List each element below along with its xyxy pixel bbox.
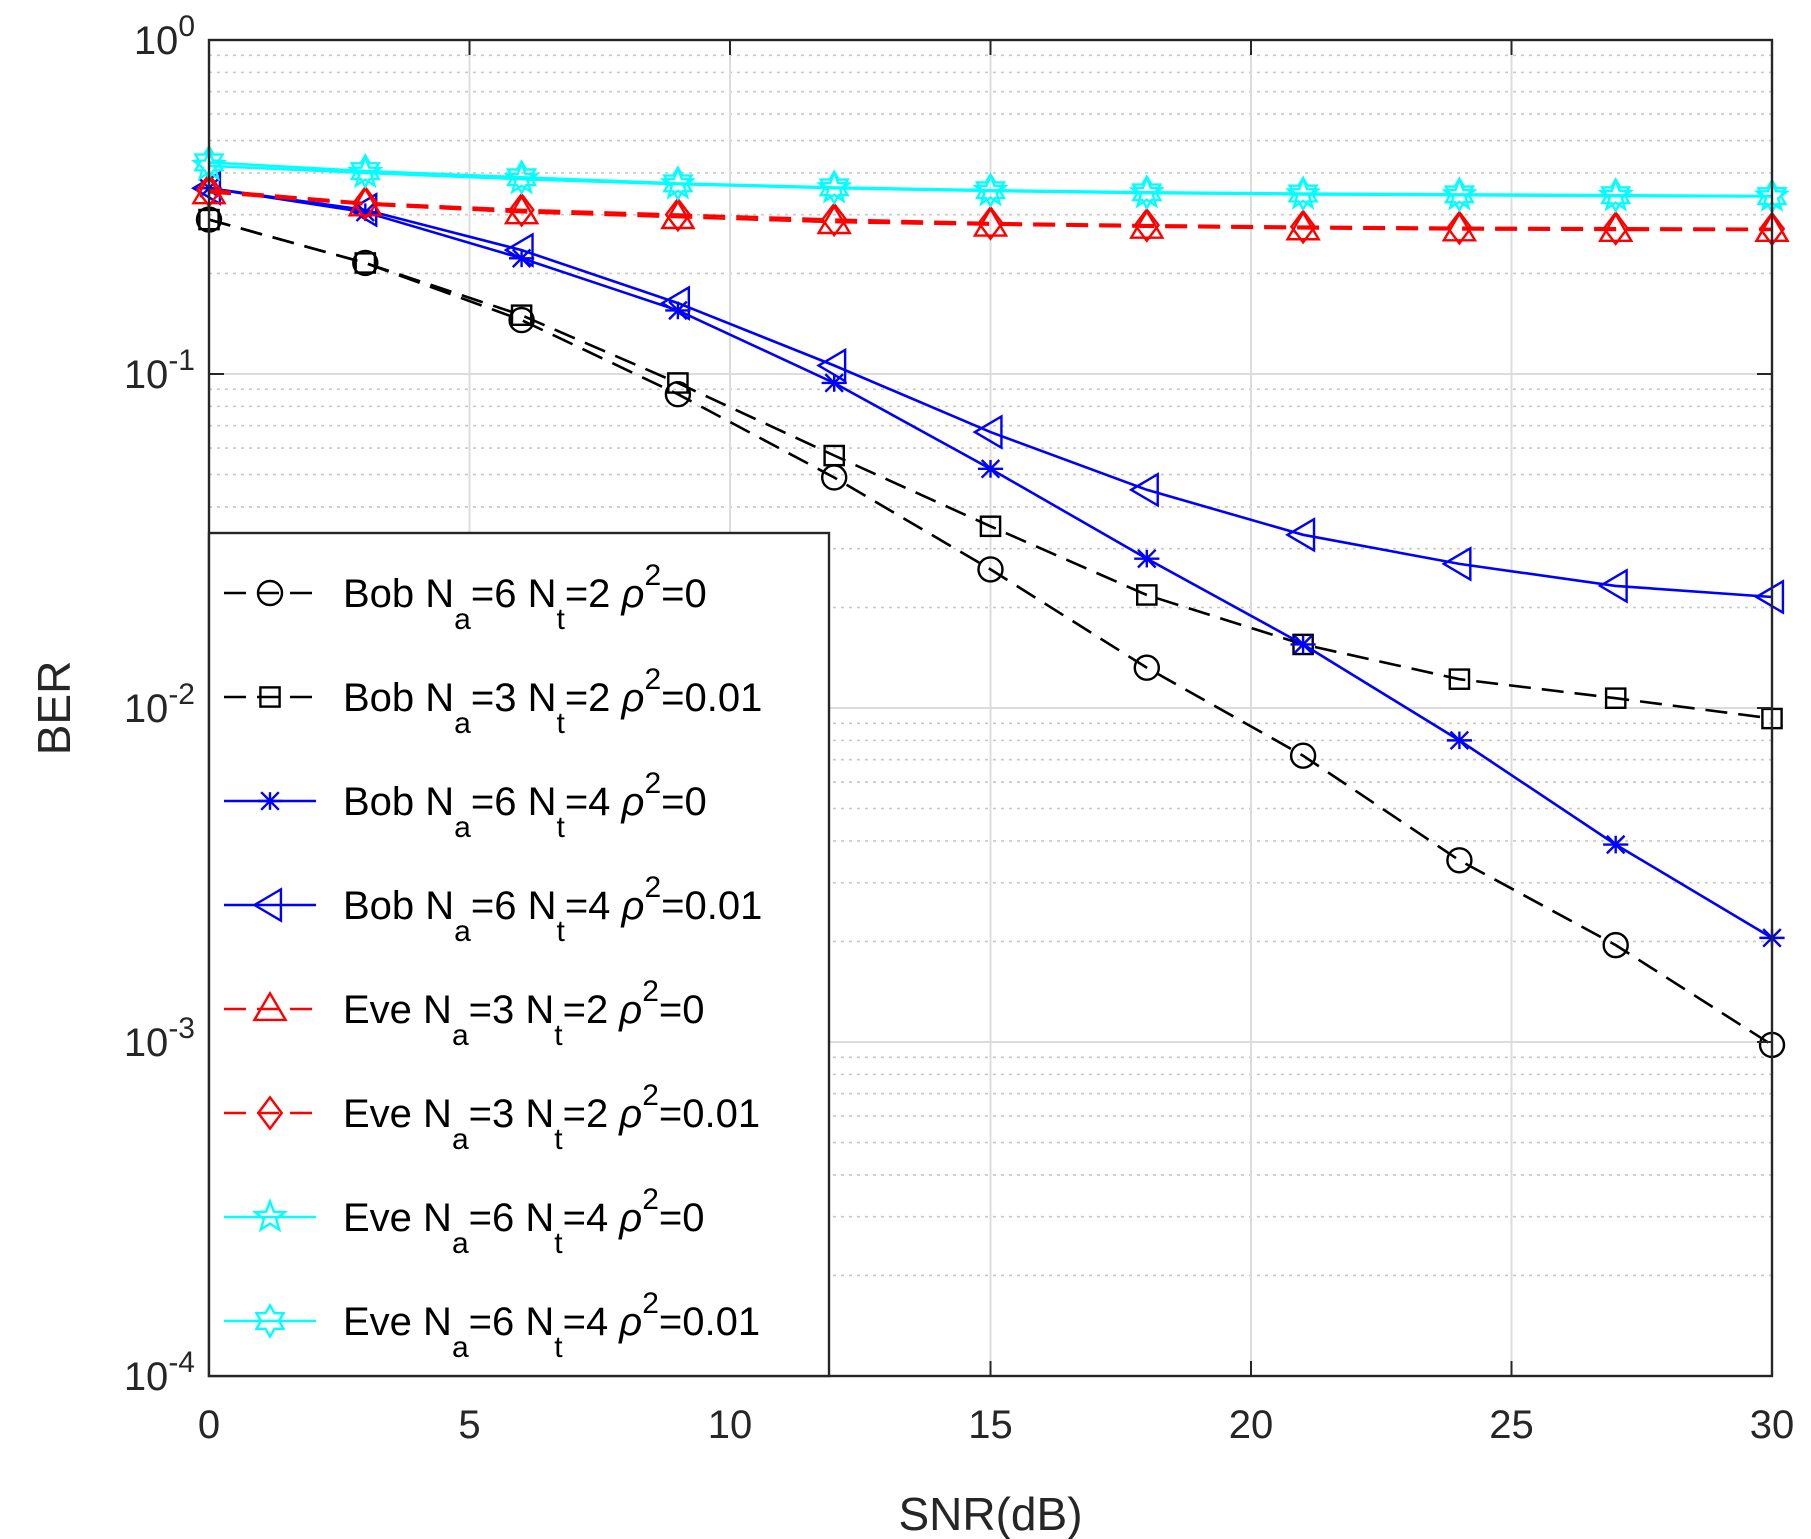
- legend-label: Eve Na=6 Nt=4 ρ2=0: [343, 1183, 705, 1260]
- data-point-marker: [1600, 177, 1632, 214]
- data-point-marker: [252, 887, 283, 923]
- series-2: [198, 208, 1783, 730]
- data-point-marker: [506, 159, 538, 196]
- data-point-marker: [972, 414, 1003, 450]
- data-point-marker: [510, 304, 533, 326]
- data-point-marker: [259, 686, 281, 708]
- legend-label: Bob Na=6 Nt=4 ρ2=0: [343, 767, 707, 844]
- data-point-marker: [257, 791, 283, 811]
- legend-label: Eve Na=3 Nt=2 ρ2=0.01: [343, 1079, 760, 1156]
- series-line: [208, 161, 1773, 198]
- data-point-marker: [1441, 546, 1472, 582]
- data-point-marker: [1289, 742, 1317, 769]
- data-point-marker: [354, 252, 377, 274]
- data-point-marker: [352, 185, 379, 221]
- data-point-marker: [664, 197, 692, 233]
- legend-box: [207, 531, 831, 1378]
- data-point-marker: [1135, 584, 1158, 606]
- series-line: [208, 188, 1773, 231]
- data-point-marker: [823, 444, 845, 467]
- legend-entry: Eve Na=6 Nt=4 ρ2=0.01: [224, 1287, 760, 1364]
- data-point-marker: [256, 579, 284, 607]
- legend-label: Eve Na=3 Nt=2 ρ2=0: [343, 975, 705, 1052]
- x-tick-label: 15: [968, 1403, 1013, 1447]
- y-axis-label: BER: [28, 661, 80, 756]
- data-point-marker: [1446, 847, 1473, 874]
- data-point-marker: [349, 153, 381, 190]
- data-point-marker: [1128, 472, 1159, 508]
- legend-entry: Eve Na=3 Nt=2 ρ2=0.01: [224, 1079, 760, 1156]
- data-point-marker: [508, 192, 535, 228]
- y-tick-label: 10-2: [124, 678, 195, 731]
- legend-entry: Eve Na=3 Nt=2 ρ2=0: [224, 975, 705, 1052]
- series-line: [208, 218, 1773, 1046]
- legend-entry: Eve Na=6 Nt=4 ρ2=0: [224, 1183, 705, 1260]
- data-point-marker: [1134, 548, 1160, 569]
- series-8: [193, 144, 1788, 215]
- data-point-marker: [818, 169, 850, 206]
- y-tick-label: 100: [134, 10, 195, 63]
- legend-label: Bob Na=3 Nt=2 ρ2=0.01: [343, 663, 762, 740]
- x-tick-label: 5: [458, 1403, 480, 1447]
- data-point-marker: [352, 249, 379, 277]
- data-point-marker: [1133, 654, 1161, 681]
- y-tick-label: 10-4: [124, 1346, 195, 1399]
- legend: Bob Na=6 Nt=2 ρ2=0 Bob Na=3 Nt=2 ρ2=0.01 B…: [207, 531, 831, 1378]
- data-point-marker: [974, 172, 1007, 209]
- data-point-marker: [1131, 174, 1163, 211]
- data-point-marker: [1602, 931, 1629, 959]
- legend-label: Eve Na=6 Nt=4 ρ2=0.01: [343, 1287, 760, 1364]
- series-line: [208, 191, 1772, 232]
- series-layer: [190, 144, 1791, 1059]
- legend-label: Bob Na=6 Nt=4 ρ2=0.01: [343, 871, 762, 948]
- series-line: [208, 186, 1773, 599]
- legend-entry: Bob Na=3 Nt=2 ρ2=0.01: [224, 663, 762, 740]
- series-line: [208, 218, 1773, 720]
- data-point-marker: [1603, 834, 1629, 855]
- data-point-marker: [820, 201, 848, 238]
- data-point-marker: [979, 515, 1002, 538]
- data-point-marker: [254, 1302, 286, 1340]
- data-point-marker: [1290, 634, 1316, 655]
- y-tick-label: 10-3: [124, 1012, 195, 1065]
- data-point-marker: [1287, 175, 1319, 212]
- data-point-marker: [816, 347, 847, 384]
- data-point-marker: [1443, 176, 1475, 213]
- data-point-marker: [1289, 209, 1317, 245]
- data-point-marker: [251, 1198, 289, 1233]
- data-point-marker: [662, 165, 694, 202]
- legend-entry: Bob Na=6 Nt=2 ρ2=0: [224, 559, 707, 636]
- x-tick-label: 10: [708, 1403, 753, 1447]
- x-tick-label: 30: [1750, 1403, 1795, 1447]
- series-4: [191, 170, 1785, 615]
- legend-entry: Bob Na=6 Nt=4 ρ2=0.01: [224, 871, 762, 948]
- x-tick-label: 0: [198, 1403, 220, 1447]
- data-point-marker: [1754, 579, 1785, 615]
- data-point-marker: [1597, 568, 1628, 604]
- data-point-marker: [1446, 210, 1473, 246]
- data-point-marker: [1285, 517, 1316, 553]
- data-point-marker: [659, 285, 691, 321]
- data-point-marker: [256, 1095, 284, 1131]
- x-tick-label: 20: [1229, 1403, 1274, 1447]
- data-point-marker: [1446, 730, 1472, 751]
- data-point-marker: [1133, 207, 1160, 243]
- y-tick-label: 10-1: [124, 344, 195, 397]
- x-axis-label: SNR(dB): [898, 1488, 1082, 1539]
- data-point-marker: [977, 459, 1004, 479]
- x-tick-label: 25: [1489, 1403, 1534, 1447]
- data-point-marker: [503, 232, 534, 268]
- data-point-marker: [977, 205, 1004, 241]
- legend-label: Bob Na=6 Nt=2 ρ2=0: [343, 559, 707, 636]
- data-point-marker: [977, 556, 1004, 583]
- data-point-marker: [1448, 668, 1471, 690]
- legend-entry: Bob Na=6 Nt=4 ρ2=0: [224, 767, 707, 844]
- data-point-marker: [1604, 687, 1627, 709]
- data-point-marker: [667, 372, 689, 394]
- data-point-marker: [347, 192, 378, 228]
- data-point-marker: [252, 991, 288, 1022]
- tick-labels: 0 5 10 15 20 25 30 10-4 10-3 10-2 10-1 100: [124, 10, 1794, 1447]
- data-point-marker: [1602, 210, 1629, 246]
